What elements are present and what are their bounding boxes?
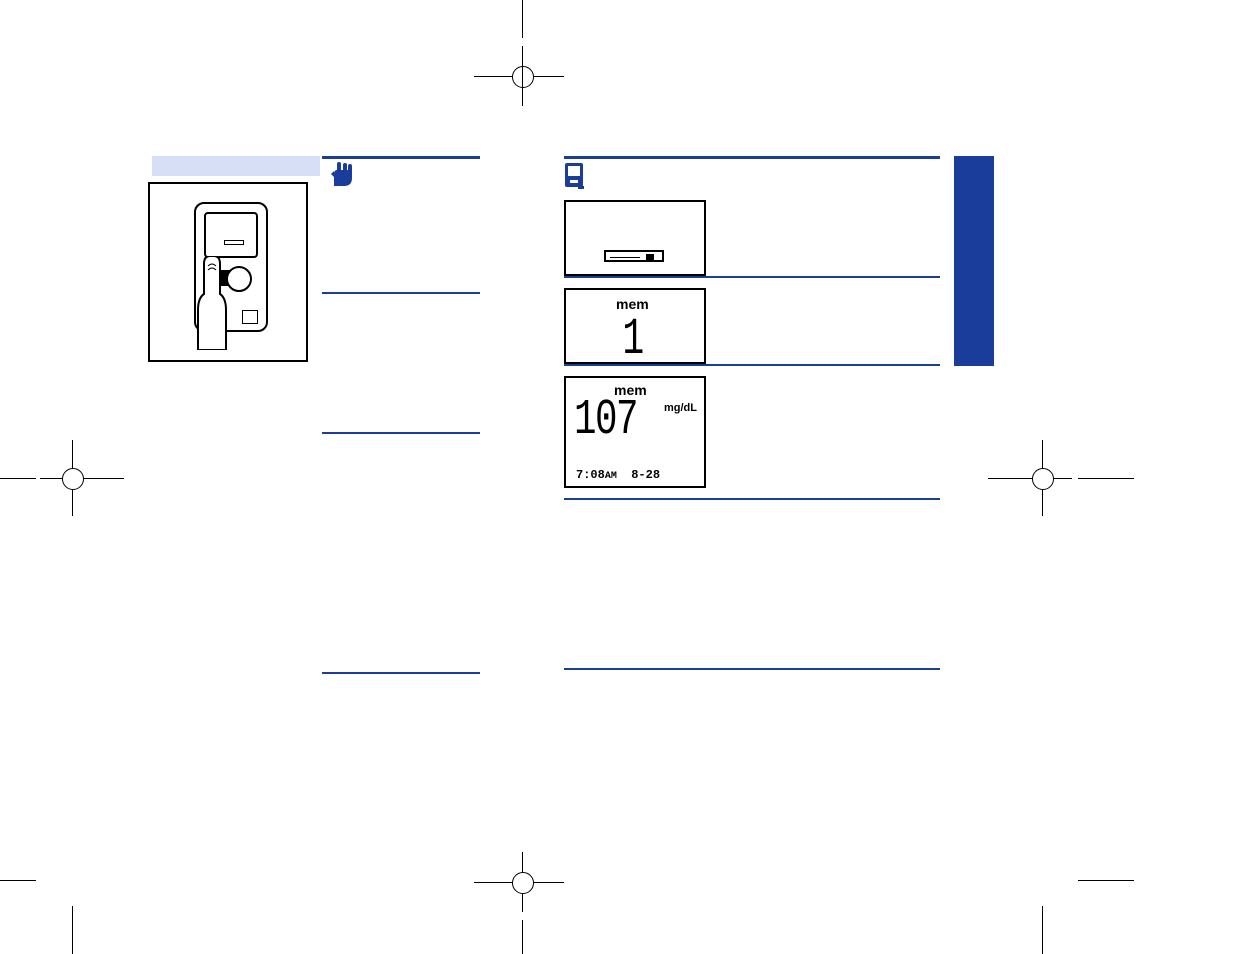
lcd-screen-mem1: mem 1 [564, 288, 706, 364]
row-rule [564, 276, 940, 278]
strip-icon [604, 250, 664, 262]
left-page [138, 132, 480, 362]
row-rule [564, 364, 940, 366]
lcd-screen-strip [564, 200, 706, 276]
time-date: 7:08AM 8-28 [576, 468, 660, 482]
glucose-unit: mg/dL [664, 402, 697, 414]
row-rule [322, 292, 480, 294]
hand-icon [328, 160, 358, 195]
mem-index: 1 [622, 310, 642, 369]
row-rule [564, 668, 940, 670]
time-value: 7:08 [576, 468, 605, 482]
row-rule [322, 432, 480, 434]
header-rule-left [322, 156, 480, 159]
date-value: 8-28 [631, 468, 660, 482]
glucose-value: 107 [574, 392, 637, 449]
time-ampm: AM [605, 471, 617, 482]
device-illustration [148, 182, 308, 362]
header-rule-right [564, 156, 940, 159]
section-highlight [152, 156, 320, 176]
finger-icon [196, 256, 230, 355]
lcd-screen-reading: mem 107 mg/dL 7:08AM 8-28 [564, 376, 706, 488]
page-edge-tab [954, 156, 994, 366]
row-rule [322, 672, 480, 674]
